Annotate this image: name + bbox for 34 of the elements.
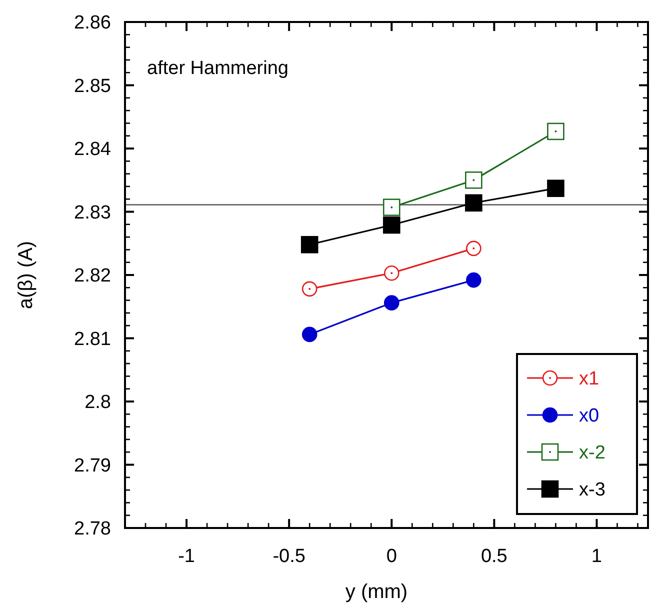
point [547, 122, 564, 140]
x-axis-title: y (mm) [345, 581, 408, 603]
y-tick-label: 2.8 [84, 392, 111, 414]
y-tick-label: 2.78 [74, 518, 111, 540]
point [300, 236, 318, 254]
y-tick-label: 2.84 [74, 139, 112, 160]
legend-label: x0 [579, 406, 600, 427]
y-tick-label: 2.82 [74, 266, 111, 287]
y-tick-label: 2.79 [74, 455, 111, 476]
legend-label: x1 [579, 368, 600, 390]
annotation: after Hammering [147, 58, 288, 79]
point [382, 216, 400, 234]
y-tick-label: 2.83 [74, 202, 111, 224]
y-tick-label: 2.81 [74, 328, 111, 350]
legend-label: x-3 [579, 480, 606, 501]
x-tick-label: -0.5 [272, 546, 306, 567]
point [302, 326, 318, 342]
x-tick-label: -1 [178, 546, 195, 567]
y-tick-label: 2.85 [74, 76, 111, 97]
x-tick-label: 1 [591, 546, 602, 567]
x-tick-label: 0.5 [480, 546, 508, 567]
point [465, 171, 482, 189]
y-axis-title: a(β) (A) [15, 240, 37, 310]
y-tick-label: 2.86 [74, 12, 111, 34]
point [302, 281, 318, 297]
x-tick-label: 0 [386, 546, 397, 567]
point [466, 240, 482, 256]
point [384, 265, 400, 281]
point [384, 295, 400, 310]
point [382, 198, 400, 216]
point [466, 272, 482, 288]
point [465, 194, 482, 212]
legend-label: x-2 [579, 442, 606, 464]
point [547, 180, 564, 197]
